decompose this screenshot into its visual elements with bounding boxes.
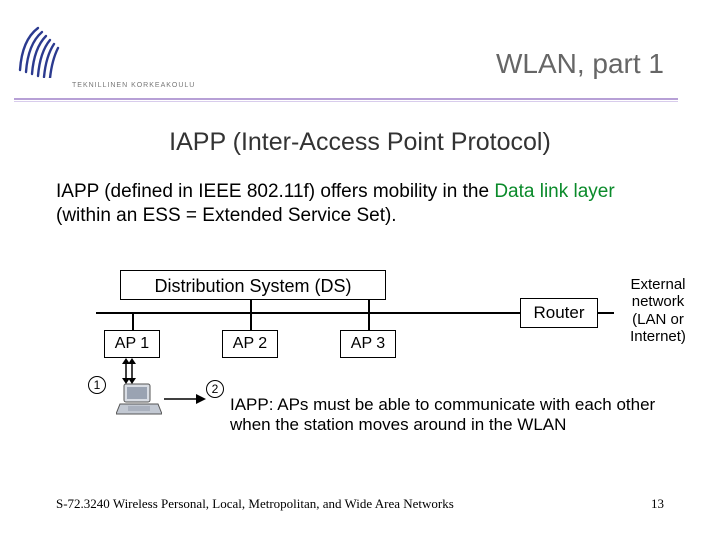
movement-arrow (162, 392, 206, 411)
org-logo (12, 22, 68, 83)
content-title: IAPP (Inter-Access Point Protocol) (0, 128, 720, 157)
org-name: TEKNILLINEN KORKEAKOULU (72, 82, 195, 89)
pos-1-circle: 1 (88, 376, 106, 394)
slide: TEKNILLINEN KORKEAKOULU WLAN, part 1 IAP… (0, 0, 720, 540)
ds-box: Distribution System (DS) (120, 270, 386, 300)
ap1-box: AP 1 (104, 330, 160, 358)
iapp-note: IAPP: APs must be able to communicate wi… (230, 395, 672, 436)
ap3-box: AP 3 (340, 330, 396, 358)
bus-to-router (498, 312, 520, 314)
para-post: (within an ESS = Extended Service Set). (56, 205, 397, 226)
footer-left: S-72.3240 Wireless Personal, Local, Metr… (56, 496, 454, 512)
header: TEKNILLINEN KORKEAKOULU WLAN, part 1 (0, 18, 720, 98)
para-pre: IAPP (defined in IEEE 802.11f) offers mo… (56, 181, 494, 202)
pos-2-circle: 2 (206, 380, 224, 398)
body-paragraph: IAPP (defined in IEEE 802.11f) offers mo… (56, 180, 664, 228)
router-box: Router (520, 298, 598, 328)
para-green: Data link layer (494, 181, 614, 202)
drop-ap2 (250, 300, 252, 332)
footer-page-number: 13 (651, 496, 664, 512)
header-rule-top (14, 98, 678, 100)
drop-ap1 (132, 312, 134, 332)
drop-ap3 (368, 300, 370, 332)
external-network-label: External network (LAN or Internet) (618, 276, 698, 345)
header-rule-bottom (14, 101, 678, 102)
bus-line (96, 312, 500, 314)
arrow-ap1-sta (120, 358, 138, 389)
ap2-box: AP 2 (222, 330, 278, 358)
page-title: WLAN, part 1 (496, 48, 664, 80)
router-to-ext (598, 312, 614, 314)
